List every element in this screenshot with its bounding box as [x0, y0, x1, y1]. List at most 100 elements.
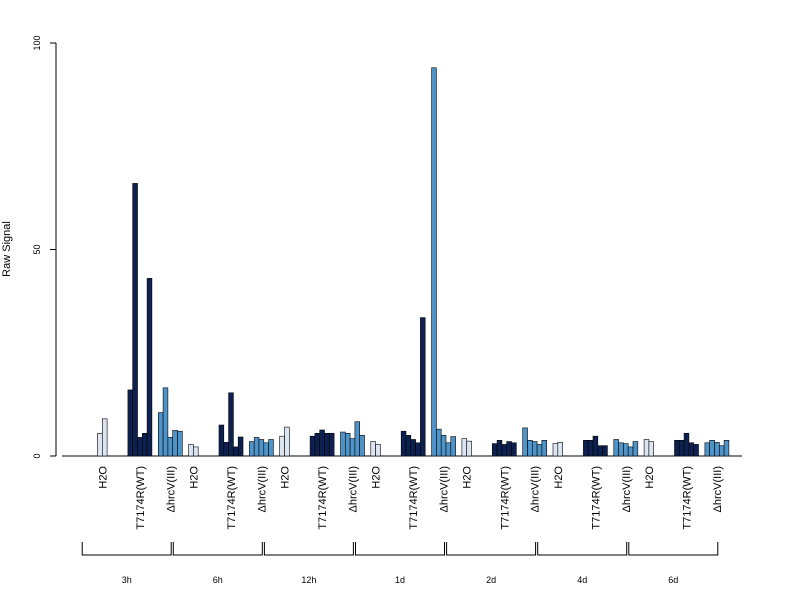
- bar: [340, 431, 346, 457]
- bar: [97, 432, 103, 457]
- time-brackets: 3h 6h 12h 1d 2d 4d 6d: [81, 542, 719, 585]
- bar: [146, 278, 153, 457]
- bar: [583, 440, 589, 457]
- time-label: 3h: [122, 575, 132, 585]
- bar: [643, 439, 650, 457]
- condition-label: T7174R(WT): [408, 466, 420, 530]
- bar: [268, 439, 274, 457]
- bar: [258, 439, 265, 457]
- bar: [536, 444, 543, 457]
- bar: [249, 441, 255, 457]
- bar: [436, 428, 442, 457]
- bar: [344, 432, 351, 457]
- bar: [688, 442, 695, 457]
- condition-label: H2O: [280, 466, 292, 489]
- time-label: 6d: [668, 575, 678, 585]
- bar: [531, 441, 538, 457]
- condition-label: ΔhrcV(III): [530, 466, 542, 512]
- bar: [405, 435, 412, 457]
- time-label: 4d: [577, 575, 587, 585]
- bar: [177, 430, 183, 457]
- bar: [284, 426, 290, 457]
- bar: [228, 392, 234, 457]
- bar: [445, 442, 452, 457]
- bar: [491, 443, 498, 457]
- bar: [627, 446, 634, 457]
- bar: [450, 436, 456, 457]
- bar: [415, 442, 421, 457]
- bar: [461, 438, 467, 457]
- time-label: 2d: [486, 575, 496, 585]
- bar: [237, 436, 244, 457]
- bar: [188, 444, 194, 457]
- bar: [506, 441, 512, 457]
- bar: [557, 442, 563, 457]
- time-bracket: [355, 542, 445, 556]
- condition-labels: H2O T7174R(WT) ΔhrcV(III) H2O T7174R(WT) Δhrc…: [97, 466, 724, 530]
- bar: [527, 440, 533, 457]
- condition-label: H2O: [97, 466, 109, 489]
- bars: [97, 67, 730, 457]
- bar: [466, 440, 472, 457]
- bar: [511, 442, 517, 457]
- bar: [718, 445, 725, 457]
- bar: [602, 445, 608, 457]
- bar: [704, 442, 711, 457]
- bar: [496, 440, 503, 457]
- condition-label: T7174R(WT): [317, 466, 329, 530]
- time-bracket: [537, 542, 628, 556]
- bar: [359, 435, 365, 457]
- time-label: 1d: [395, 575, 405, 585]
- condition-label: H2O: [371, 466, 383, 489]
- bar: [597, 445, 603, 457]
- bar: [375, 444, 381, 457]
- bar: [354, 421, 360, 457]
- bar: [158, 412, 164, 457]
- bar: [102, 418, 108, 457]
- bar: [127, 389, 134, 457]
- time-bracket: [446, 542, 537, 556]
- bar: [431, 67, 437, 457]
- bar: [223, 442, 229, 457]
- time-label: 6h: [213, 575, 223, 585]
- condition-label: ΔhrcV(III): [621, 466, 633, 512]
- bar: [162, 387, 169, 457]
- condition-label: T7174R(WT): [590, 466, 602, 530]
- condition-label: T7174R(WT): [499, 466, 511, 530]
- condition-label: T7174R(WT): [135, 466, 147, 530]
- bar: [349, 438, 356, 457]
- bar: [172, 430, 178, 457]
- bar: [420, 317, 426, 457]
- time-bracket: [263, 542, 354, 556]
- y-tick-label: 100: [32, 35, 42, 50]
- bar: [541, 440, 548, 457]
- bar: [674, 440, 680, 457]
- bar: [167, 437, 173, 457]
- bar: [253, 437, 260, 457]
- bar: [714, 442, 720, 457]
- condition-label: ΔhrcV(III): [256, 466, 268, 512]
- condition-label: ΔhrcV(III): [165, 466, 177, 512]
- condition-label: T7174R(WT): [226, 466, 238, 530]
- condition-label: H2O: [188, 466, 200, 489]
- bar: [618, 442, 624, 457]
- time-label: 12h: [301, 575, 316, 585]
- bar: [233, 446, 239, 457]
- condition-label: H2O: [553, 466, 565, 489]
- y-tick-label: 50: [32, 244, 42, 254]
- bar: [440, 435, 447, 457]
- bar: [723, 440, 730, 457]
- bar: [501, 444, 507, 457]
- bar: [218, 424, 225, 457]
- bar: [309, 435, 316, 457]
- bar: [632, 441, 639, 457]
- bar: [648, 441, 655, 457]
- bar: [314, 432, 320, 457]
- bar: [142, 432, 148, 457]
- bar: [132, 183, 138, 457]
- condition-label: ΔhrcV(III): [348, 466, 360, 512]
- bar: [678, 440, 685, 457]
- time-bracket: [81, 542, 172, 556]
- y-tick-label: 0: [32, 453, 42, 458]
